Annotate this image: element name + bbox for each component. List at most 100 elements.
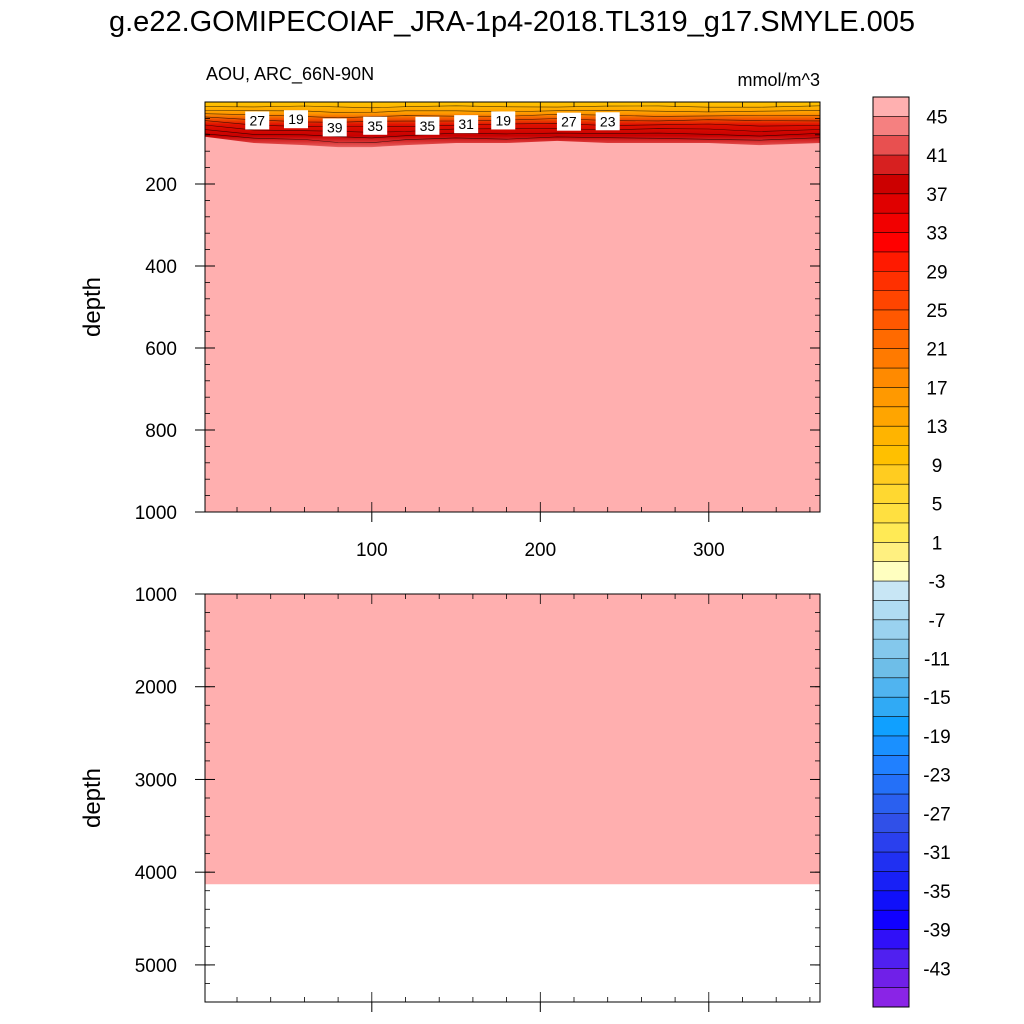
- colorbar-swatch: [873, 271, 909, 291]
- colorbar-label: 21: [926, 340, 947, 361]
- upper-depth-panel: 27 19 39 35 35 31 19 27 23 200 400 600 800 1000 100 200…: [79, 101, 821, 561]
- colorbar-swatch: [873, 813, 909, 834]
- colorbar-label: 45: [926, 107, 947, 128]
- colorbar-swatch: [873, 929, 909, 950]
- colorbar-swatch: [873, 619, 909, 640]
- contour-label-group: 39: [322, 118, 347, 137]
- colorbar-swatch: [873, 329, 909, 350]
- colorbar-swatch: [873, 309, 909, 330]
- colorbar-swatch: [873, 387, 909, 408]
- colorbar-label: 37: [926, 185, 947, 206]
- colorbar-label: 17: [926, 378, 947, 399]
- colorbar-swatch: [873, 581, 909, 601]
- colorbar-label: -39: [923, 921, 950, 942]
- y-tick-label: 200: [145, 175, 177, 196]
- colorbar-label: -23: [923, 766, 950, 787]
- colorbar-label: -11: [924, 649, 950, 670]
- colorbar-label: 1: [932, 533, 943, 554]
- colorbar-swatch: [873, 426, 909, 446]
- colorbar-label: 25: [926, 301, 947, 322]
- contour-label: 39: [327, 119, 343, 135]
- colorbar-swatch: [873, 987, 909, 1008]
- colorbar-label: -43: [923, 959, 950, 980]
- colorbar-swatch: [873, 251, 909, 272]
- colorbar-label: 5: [932, 495, 943, 516]
- colorbar-swatch: [873, 561, 909, 582]
- contour-line: [204, 120, 821, 127]
- colorbar-swatch: [873, 948, 909, 969]
- contour-label-group: 27: [245, 111, 270, 130]
- y-tick-label: 5000: [135, 956, 177, 977]
- colorbar-swatch: [873, 968, 909, 988]
- contour-label-group: 23: [595, 112, 620, 131]
- colorbar-swatch: [873, 213, 909, 233]
- x-tick-label: 200: [524, 540, 556, 561]
- x-tick-label: 100: [356, 540, 388, 561]
- contour-label-box: [491, 111, 516, 130]
- colorbar-swatch: [873, 174, 909, 195]
- colorbar-label: 9: [932, 456, 943, 477]
- contour-label: 23: [600, 113, 616, 129]
- contour-label: 31: [458, 116, 474, 132]
- colorbar-label: 41: [926, 146, 947, 167]
- colorbar-swatch: [873, 445, 909, 466]
- colorbar-swatch: [873, 503, 909, 524]
- y-tick-label: 1000: [135, 585, 177, 606]
- colorbar-swatch: [873, 116, 909, 137]
- colorbar-swatch: [873, 871, 909, 892]
- contour-line: [204, 116, 821, 123]
- colorbar-swatch: [873, 697, 909, 717]
- colorbar-label: 33: [926, 224, 947, 245]
- field-fill: [205, 102, 820, 512]
- contour-label: 35: [420, 118, 436, 134]
- y-tick-label: 800: [145, 421, 177, 442]
- plot-frame: [204, 101, 821, 513]
- colorbar-swatch: [873, 135, 909, 156]
- colorbar-swatch: [873, 774, 909, 795]
- colorbar-swatch: [873, 716, 909, 737]
- y-axis-title: depth: [79, 768, 106, 828]
- colorbar-swatch: [873, 193, 909, 214]
- colorbar-swatch: [873, 639, 909, 659]
- contour-label: 35: [367, 118, 383, 134]
- colorbar-swatch: [873, 290, 909, 311]
- colorbar-swatch: [873, 464, 909, 485]
- colorbar-swatch: [873, 910, 909, 930]
- colorbar-swatch: [873, 755, 909, 775]
- colorbar-swatch: [873, 155, 909, 175]
- contour-label-group: 19: [491, 111, 516, 130]
- y-tick-label: 3000: [135, 770, 177, 791]
- colorbar-label: -35: [923, 882, 950, 903]
- colorbar-swatch: [873, 600, 909, 621]
- contour-label: 19: [288, 111, 304, 127]
- y-axis-title: depth: [79, 277, 106, 337]
- colorbar-swatch: [873, 852, 909, 872]
- colorbar-label: -7: [929, 611, 946, 632]
- contour-label-box: [283, 110, 308, 129]
- contour-line: [204, 113, 821, 119]
- chart-title: g.e22.GOMIPECOIAF_JRA-1p4-2018.TL319_g17…: [109, 6, 915, 38]
- colorbar-frame: [872, 96, 910, 1008]
- colorbar-swatch: [873, 348, 909, 369]
- colorbar-swatch: [873, 522, 909, 543]
- colorbar-swatch: [873, 890, 909, 911]
- colorbar-label: 29: [926, 262, 947, 283]
- contour-label-box: [415, 116, 440, 135]
- y-tick-label: 600: [145, 339, 177, 360]
- contour-label-group: 19: [283, 110, 308, 129]
- colorbar: 45 41 37 33 29 25 21 17 13 9 5 1 -3 -7 -11 -15 -19 -23 -27…: [872, 96, 951, 1008]
- colorbar-swatch: [873, 542, 909, 562]
- colorbar-label: -27: [923, 804, 950, 825]
- contour-line: [204, 129, 821, 139]
- colorbar-swatch: [873, 368, 909, 388]
- x-tick-label: 300: [693, 540, 725, 561]
- contour-label: 19: [495, 112, 511, 128]
- contour-label-box: [454, 115, 479, 134]
- y-tick-label: 2000: [135, 678, 177, 699]
- contour-line: [204, 124, 821, 133]
- contour-label-group: 35: [363, 116, 388, 135]
- contour-label-box: [322, 118, 347, 137]
- colorbar-label: -19: [923, 727, 950, 748]
- field-fill: [205, 594, 820, 885]
